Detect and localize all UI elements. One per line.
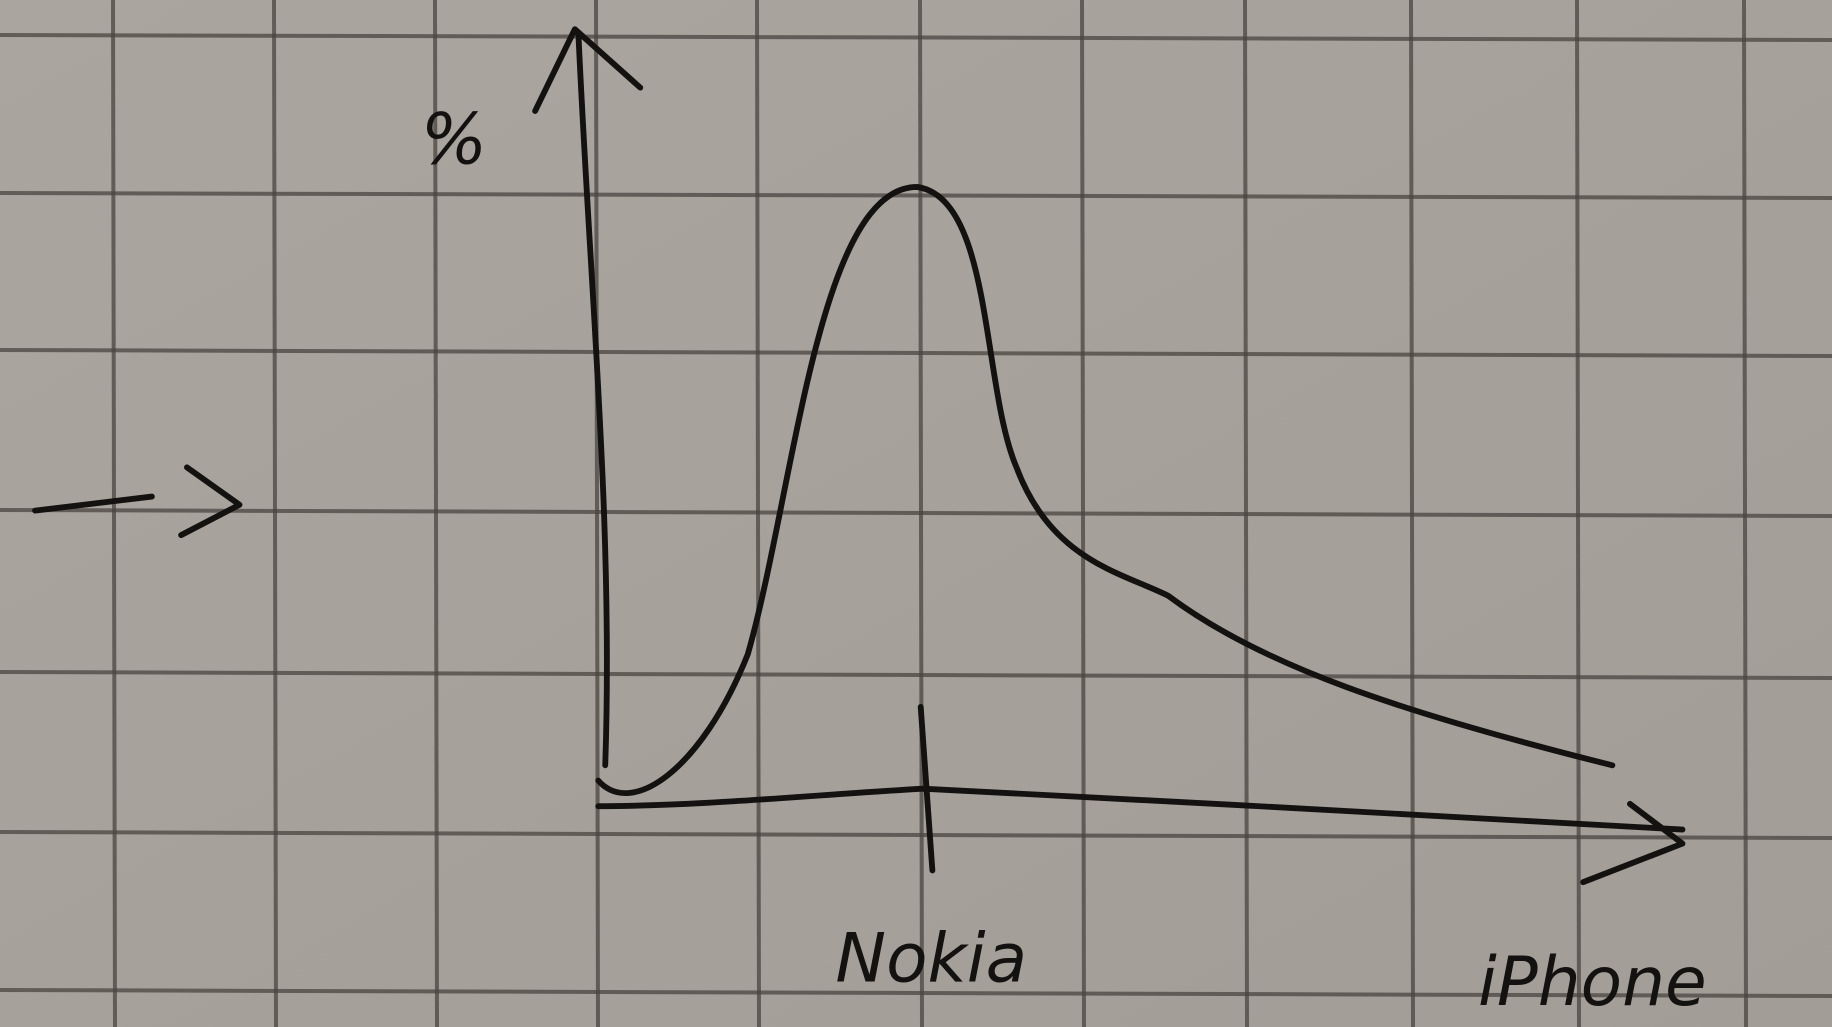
- sketch: % Nokia iPhone: [0, 0, 1832, 1027]
- y-label: %: [421, 99, 488, 181]
- x-label: Nokia: [835, 918, 1027, 997]
- x-label: iPhone: [1478, 942, 1707, 1021]
- page: % Nokia iPhone (() => { const data = JSO…: [0, 0, 1832, 1027]
